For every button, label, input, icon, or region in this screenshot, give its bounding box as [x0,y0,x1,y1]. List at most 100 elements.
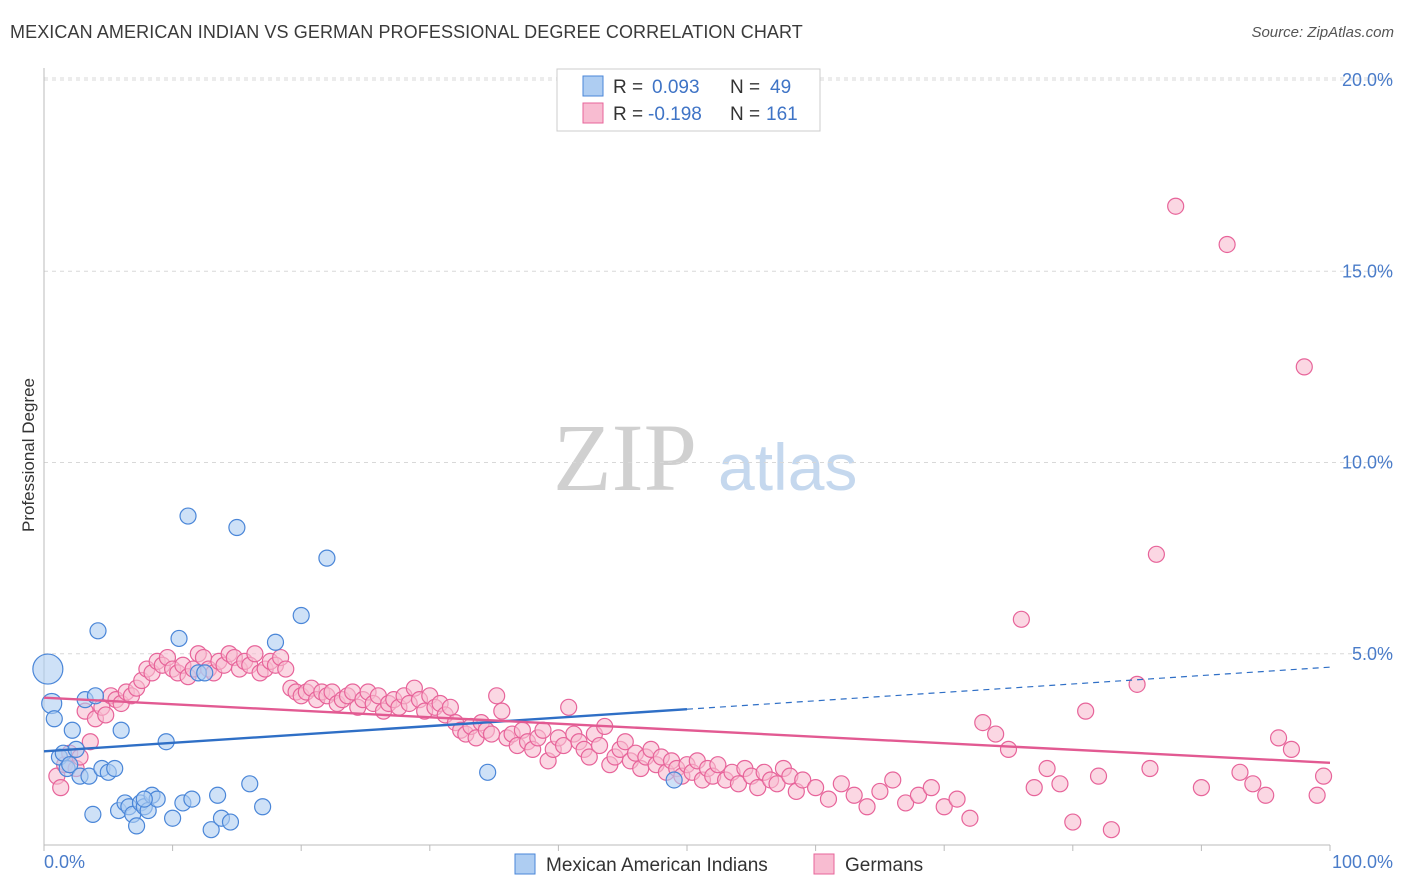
pink-point-144 [819,790,838,808]
pink-point-86 [488,687,506,705]
legend-r-label-2: R = [613,104,643,125]
pink-point-111 [616,733,634,751]
pink-point-180 [1314,767,1333,785]
chart-title: MEXICAN AMERICAN INDIAN VS GERMAN PROFES… [10,22,803,42]
pink-point-100 [560,698,578,716]
pink-point-177 [1282,740,1301,758]
pink-point-142 [794,771,812,789]
blue-point-46 [292,606,310,625]
pink-point-145 [832,775,850,793]
blue-point-19 [112,721,130,739]
pink-point-171 [1192,779,1211,797]
source-credit: Source: ZipAtlas.com [1251,24,1394,41]
y-tick-label-5: 5.0% [1352,644,1393,664]
pink-point-151 [909,786,928,804]
pink-point-150 [897,794,915,812]
pink-point-176 [1269,729,1288,747]
pink-point-174 [1244,775,1262,793]
pink-point-10 [97,706,115,724]
blue-point-23 [127,817,146,835]
bottom-legend: Mexican American Indians Germans [514,853,923,876]
pink-point-85 [482,725,501,743]
x-tick-label-0: 0.0% [44,852,85,872]
x-tick-label-100: 100.0% [1332,852,1393,872]
blue-point-44 [254,798,272,816]
bottom-legend-label-pink: Germans [845,855,923,876]
grid-layer [44,77,1395,655]
blue-point-48 [479,763,497,781]
pink-point-154 [948,790,966,808]
pink-point-179 [1308,786,1326,804]
pink-point-104 [580,748,598,766]
legend-r-value-1: 0.093 [652,77,700,98]
pink-point-163 [1064,813,1082,831]
blue-point-47 [318,549,336,567]
legend-n-value-2: 161 [766,104,798,125]
watermark-zip: ZIP [553,404,697,511]
legend-n-label-1: N = [730,77,760,98]
pink-point-156 [974,713,992,732]
pink-point-159 [1012,610,1030,628]
pink-point-160 [1025,779,1043,797]
pink-point-135 [749,779,767,797]
pink-point-152 [922,779,940,797]
pink-trend-line [43,696,1331,764]
bottom-legend-swatch-blue [514,853,536,875]
pink-point-158 [999,740,1018,758]
blue-point-43 [241,775,259,793]
pink-point-138 [768,775,786,793]
pink-point-155 [961,809,979,827]
pink-point-168 [1141,759,1159,778]
legend-r-value-2: -0.198 [648,104,702,125]
blue-trend-line [43,708,688,753]
pink-point-87 [493,702,511,720]
y-tick-label-15: 15.0% [1342,261,1393,281]
bottom-legend-label-blue: Mexican American Indians [546,855,768,876]
pink-point-148 [871,782,889,801]
legend-n-value-1: 49 [770,77,791,98]
pink-point-161 [1038,759,1056,778]
pink-point-153 [935,798,953,816]
pink-point-169 [1147,545,1165,563]
blue-point-41 [221,813,240,831]
pink-point-129 [709,756,727,774]
pink-point-166 [1102,821,1120,839]
pink-point-77 [441,698,459,716]
blue-point-34 [179,507,197,525]
pink-point-1 [52,779,70,797]
blue-point-7 [63,721,81,739]
pink-point-162 [1051,775,1069,793]
blue-trend-extension [686,666,1331,710]
trend-layer [43,666,1331,764]
pink-point-175 [1257,786,1275,804]
pink-point-157 [987,725,1005,743]
y-tick-label-20: 20.0% [1342,70,1393,90]
blue-point-37 [196,664,214,682]
pink-point-146 [845,786,863,804]
blue-point-11 [80,767,98,785]
blue-point-2 [45,710,63,728]
y-tick-label-10: 10.0% [1342,453,1393,473]
pink-point-178 [1295,358,1313,376]
blue-point-38 [202,821,220,839]
blue-point-32 [170,629,188,648]
legend-swatch-blue [582,75,604,97]
pink-point-149 [884,771,902,789]
legend-r-label-1: R = [613,77,643,98]
blue-point-17 [106,759,124,778]
legend-swatch-pink [582,102,604,124]
pink-point-165 [1089,767,1108,785]
pink-point-143 [806,779,825,797]
pink-point-172 [1218,235,1236,254]
watermark-atlas: atlas [718,430,857,504]
blue-point-45 [266,633,285,651]
blue-point-42 [228,518,246,537]
pink-point-132 [729,775,748,793]
blue-point-29 [135,790,153,808]
blue-point-12 [84,805,102,824]
blue-point-14 [89,622,107,640]
pink-point-95 [534,721,552,739]
pink-point-170 [1167,197,1185,215]
blue-point-31 [164,809,182,827]
